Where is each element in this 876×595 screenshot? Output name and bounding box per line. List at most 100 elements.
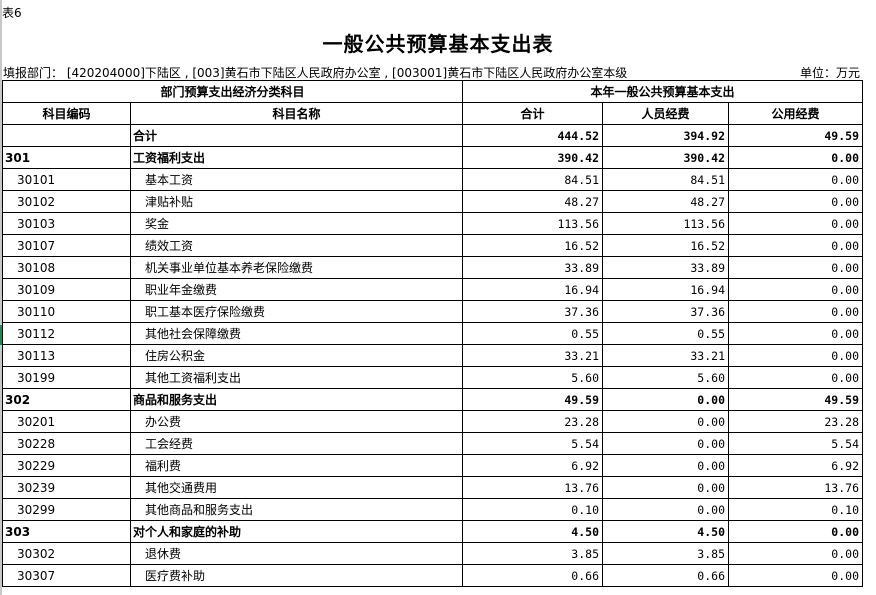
cell-name[interactable]: 职业年金缴费: [130, 278, 463, 301]
cell-personnel[interactable]: 84.51: [602, 168, 729, 191]
cell-code[interactable]: 30110: [2, 300, 131, 323]
cell-name[interactable]: 基本工资: [130, 168, 463, 191]
cell-total[interactable]: 4.50: [462, 520, 603, 543]
cell-code[interactable]: 30102: [2, 190, 131, 213]
cell-personnel[interactable]: 4.50: [602, 520, 729, 543]
cell-total[interactable]: 33.21: [462, 344, 603, 367]
cell-name[interactable]: 住房公积金: [130, 344, 463, 367]
cell-public[interactable]: 13.76: [728, 476, 863, 499]
cell-name[interactable]: 对个人和家庭的补助: [130, 520, 463, 543]
cell-personnel[interactable]: 5.60: [602, 366, 729, 389]
cell-public[interactable]: 0.00: [728, 542, 863, 565]
cell-code[interactable]: 301: [2, 146, 131, 169]
cell-personnel[interactable]: 394.92: [602, 124, 729, 147]
cell-name[interactable]: 其他社会保障缴费: [130, 322, 463, 345]
cell-code[interactable]: 302: [2, 388, 131, 411]
cell-code[interactable]: 30228: [2, 432, 131, 455]
cell-name[interactable]: 商品和服务支出: [130, 388, 463, 411]
cell-total[interactable]: 390.42: [462, 146, 603, 169]
cell-personnel[interactable]: 16.94: [602, 278, 729, 301]
cell-total[interactable]: 33.89: [462, 256, 603, 279]
cell-public[interactable]: 0.00: [728, 278, 863, 301]
cell-public[interactable]: 5.54: [728, 432, 863, 455]
cell-name[interactable]: 机关事业单位基本养老保险缴费: [130, 256, 463, 279]
cell-name[interactable]: 其他交通费用: [130, 476, 463, 499]
cell-personnel[interactable]: 33.21: [602, 344, 729, 367]
cell-public[interactable]: 49.59: [728, 388, 863, 411]
cell-code[interactable]: 30302: [2, 542, 131, 565]
cell-total[interactable]: 0.66: [462, 564, 603, 587]
cell-personnel[interactable]: 0.00: [602, 410, 729, 433]
cell-personnel[interactable]: 0.00: [602, 388, 729, 411]
cell-personnel[interactable]: 390.42: [602, 146, 729, 169]
cell-public[interactable]: 0.00: [728, 146, 863, 169]
cell-total[interactable]: 5.54: [462, 432, 603, 455]
cell-name[interactable]: 工资福利支出: [130, 146, 463, 169]
cell-name[interactable]: 职工基本医疗保险缴费: [130, 300, 463, 323]
cell-name[interactable]: 奖金: [130, 212, 463, 235]
cell-public[interactable]: 0.00: [728, 190, 863, 213]
cell-personnel[interactable]: 0.00: [602, 498, 729, 521]
cell-personnel[interactable]: 33.89: [602, 256, 729, 279]
cell-total[interactable]: 16.94: [462, 278, 603, 301]
cell-total[interactable]: 6.92: [462, 454, 603, 477]
cell-name[interactable]: 福利费: [130, 454, 463, 477]
cell-personnel[interactable]: 113.56: [602, 212, 729, 235]
cell-public[interactable]: 0.00: [728, 366, 863, 389]
cell-code[interactable]: 30107: [2, 234, 131, 257]
cell-name[interactable]: 津贴补贴: [130, 190, 463, 213]
cell-total[interactable]: 5.60: [462, 366, 603, 389]
cell-public[interactable]: 49.59: [728, 124, 863, 147]
cell-public[interactable]: 0.00: [728, 234, 863, 257]
cell-code[interactable]: 30201: [2, 410, 131, 433]
cell-name[interactable]: 退休费: [130, 542, 463, 565]
cell-total[interactable]: 0.55: [462, 322, 603, 345]
cell-total[interactable]: 48.27: [462, 190, 603, 213]
cell-public[interactable]: 23.28: [728, 410, 863, 433]
cell-total[interactable]: 0.10: [462, 498, 603, 521]
cell-public[interactable]: 0.00: [728, 300, 863, 323]
cell-total[interactable]: 84.51: [462, 168, 603, 191]
cell-public[interactable]: 6.92: [728, 454, 863, 477]
cell-total[interactable]: 37.36: [462, 300, 603, 323]
cell-name[interactable]: 其他工资福利支出: [130, 366, 463, 389]
cell-code[interactable]: 30101: [2, 168, 131, 191]
cell-total[interactable]: 3.85: [462, 542, 603, 565]
cell-code[interactable]: 30239: [2, 476, 131, 499]
cell-code[interactable]: [2, 124, 131, 147]
cell-code[interactable]: 30113: [2, 344, 131, 367]
cell-name[interactable]: 绩效工资: [130, 234, 463, 257]
cell-personnel[interactable]: 37.36: [602, 300, 729, 323]
cell-personnel[interactable]: 0.00: [602, 432, 729, 455]
cell-code[interactable]: 30103: [2, 212, 131, 235]
cell-name[interactable]: 医疗费补助: [130, 564, 463, 587]
cell-personnel[interactable]: 16.52: [602, 234, 729, 257]
cell-name[interactable]: 工会经费: [130, 432, 463, 455]
cell-code[interactable]: 30299: [2, 498, 131, 521]
cell-code[interactable]: 30199: [2, 366, 131, 389]
cell-code[interactable]: 30229: [2, 454, 131, 477]
cell-code[interactable]: 30307: [2, 564, 131, 587]
cell-total[interactable]: 23.28: [462, 410, 603, 433]
cell-personnel[interactable]: 3.85: [602, 542, 729, 565]
cell-total[interactable]: 113.56: [462, 212, 603, 235]
cell-public[interactable]: 0.00: [728, 168, 863, 191]
cell-code[interactable]: 30112: [2, 322, 131, 345]
cell-public[interactable]: 0.00: [728, 256, 863, 279]
cell-code[interactable]: 30109: [2, 278, 131, 301]
cell-total[interactable]: 49.59: [462, 388, 603, 411]
cell-personnel[interactable]: 0.00: [602, 476, 729, 499]
cell-public[interactable]: 0.00: [728, 564, 863, 587]
cell-name[interactable]: 合计: [130, 124, 463, 147]
cell-name[interactable]: 其他商品和服务支出: [130, 498, 463, 521]
cell-name[interactable]: 办公费: [130, 410, 463, 433]
cell-personnel[interactable]: 0.55: [602, 322, 729, 345]
cell-public[interactable]: 0.10: [728, 498, 863, 521]
cell-personnel[interactable]: 0.66: [602, 564, 729, 587]
cell-personnel[interactable]: 48.27: [602, 190, 729, 213]
cell-public[interactable]: 0.00: [728, 322, 863, 345]
cell-public[interactable]: 0.00: [728, 520, 863, 543]
cell-total[interactable]: 16.52: [462, 234, 603, 257]
cell-total[interactable]: 444.52: [462, 124, 603, 147]
cell-personnel[interactable]: 0.00: [602, 454, 729, 477]
